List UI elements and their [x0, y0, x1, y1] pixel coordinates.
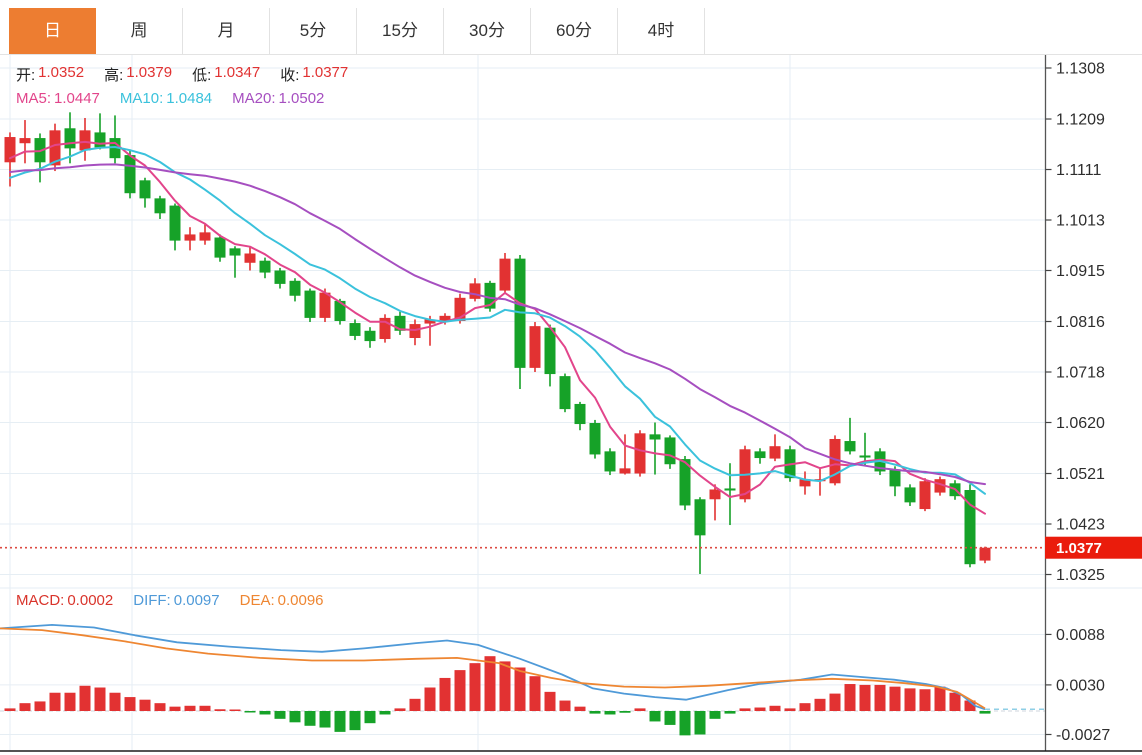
tab-month[interactable]: 月 — [183, 8, 270, 54]
axis-tick-label: 1.0816 — [1056, 314, 1105, 331]
axis-tick-label: 0.0088 — [1056, 627, 1105, 644]
kline-chart[interactable]: 1.1308 1.1209 1.1111 1.1013 1.0915 1.0816 1.07… — [0, 55, 1142, 755]
interval-tabbar: 日周月 5分 15分 30分 60分 4时 — [0, 0, 1142, 55]
candlesticks-layer — [4, 112, 991, 574]
gridlines — [0, 55, 1142, 751]
axis-tick-label: 0.0030 — [1056, 677, 1105, 694]
price-axis: 1.1308 1.1209 1.1111 1.1013 1.0915 1.0816 1.07… — [0, 55, 1142, 752]
tab-min5[interactable]: 5分 — [270, 8, 357, 54]
axis-tick-label: 1.0718 — [1056, 365, 1105, 382]
tab-min15[interactable]: 15分 — [357, 8, 444, 54]
tab-day[interactable]: 日 — [9, 8, 96, 54]
axis-tick-label: 1.1111 — [1056, 162, 1101, 179]
tab-week[interactable]: 周 — [96, 8, 183, 54]
axis-tick-label: 1.1308 — [1056, 61, 1105, 78]
axis-tick-label: 1.0521 — [1056, 466, 1105, 483]
axis-tick-label: 1.0423 — [1056, 517, 1105, 534]
axis-tick-label: 1.0620 — [1056, 415, 1105, 432]
axis-tick-label: 1.1013 — [1056, 213, 1105, 230]
axis-tick-label: 1.1209 — [1056, 112, 1105, 129]
macd-histogram-layer — [4, 656, 991, 736]
last-price-badge-text: 1.0377 — [1056, 540, 1102, 557]
axis-tick-label: 1.0325 — [1056, 567, 1105, 584]
ma-lines-layer — [9, 140, 986, 515]
tab-hour4[interactable]: 4时 — [618, 8, 705, 54]
tab-min60[interactable]: 60分 — [531, 8, 618, 54]
macd-lines-layer — [0, 624, 1045, 711]
last-price-badge: 1.0377 — [1045, 536, 1142, 559]
axis-tick-label: 1.0915 — [1056, 263, 1105, 280]
chart-area: 1.1308 1.1209 1.1111 1.1013 1.0915 1.0816 1.07… — [0, 55, 1142, 755]
tab-min30[interactable]: 30分 — [444, 8, 531, 54]
axis-tick-label: -0.0027 — [1056, 727, 1110, 744]
